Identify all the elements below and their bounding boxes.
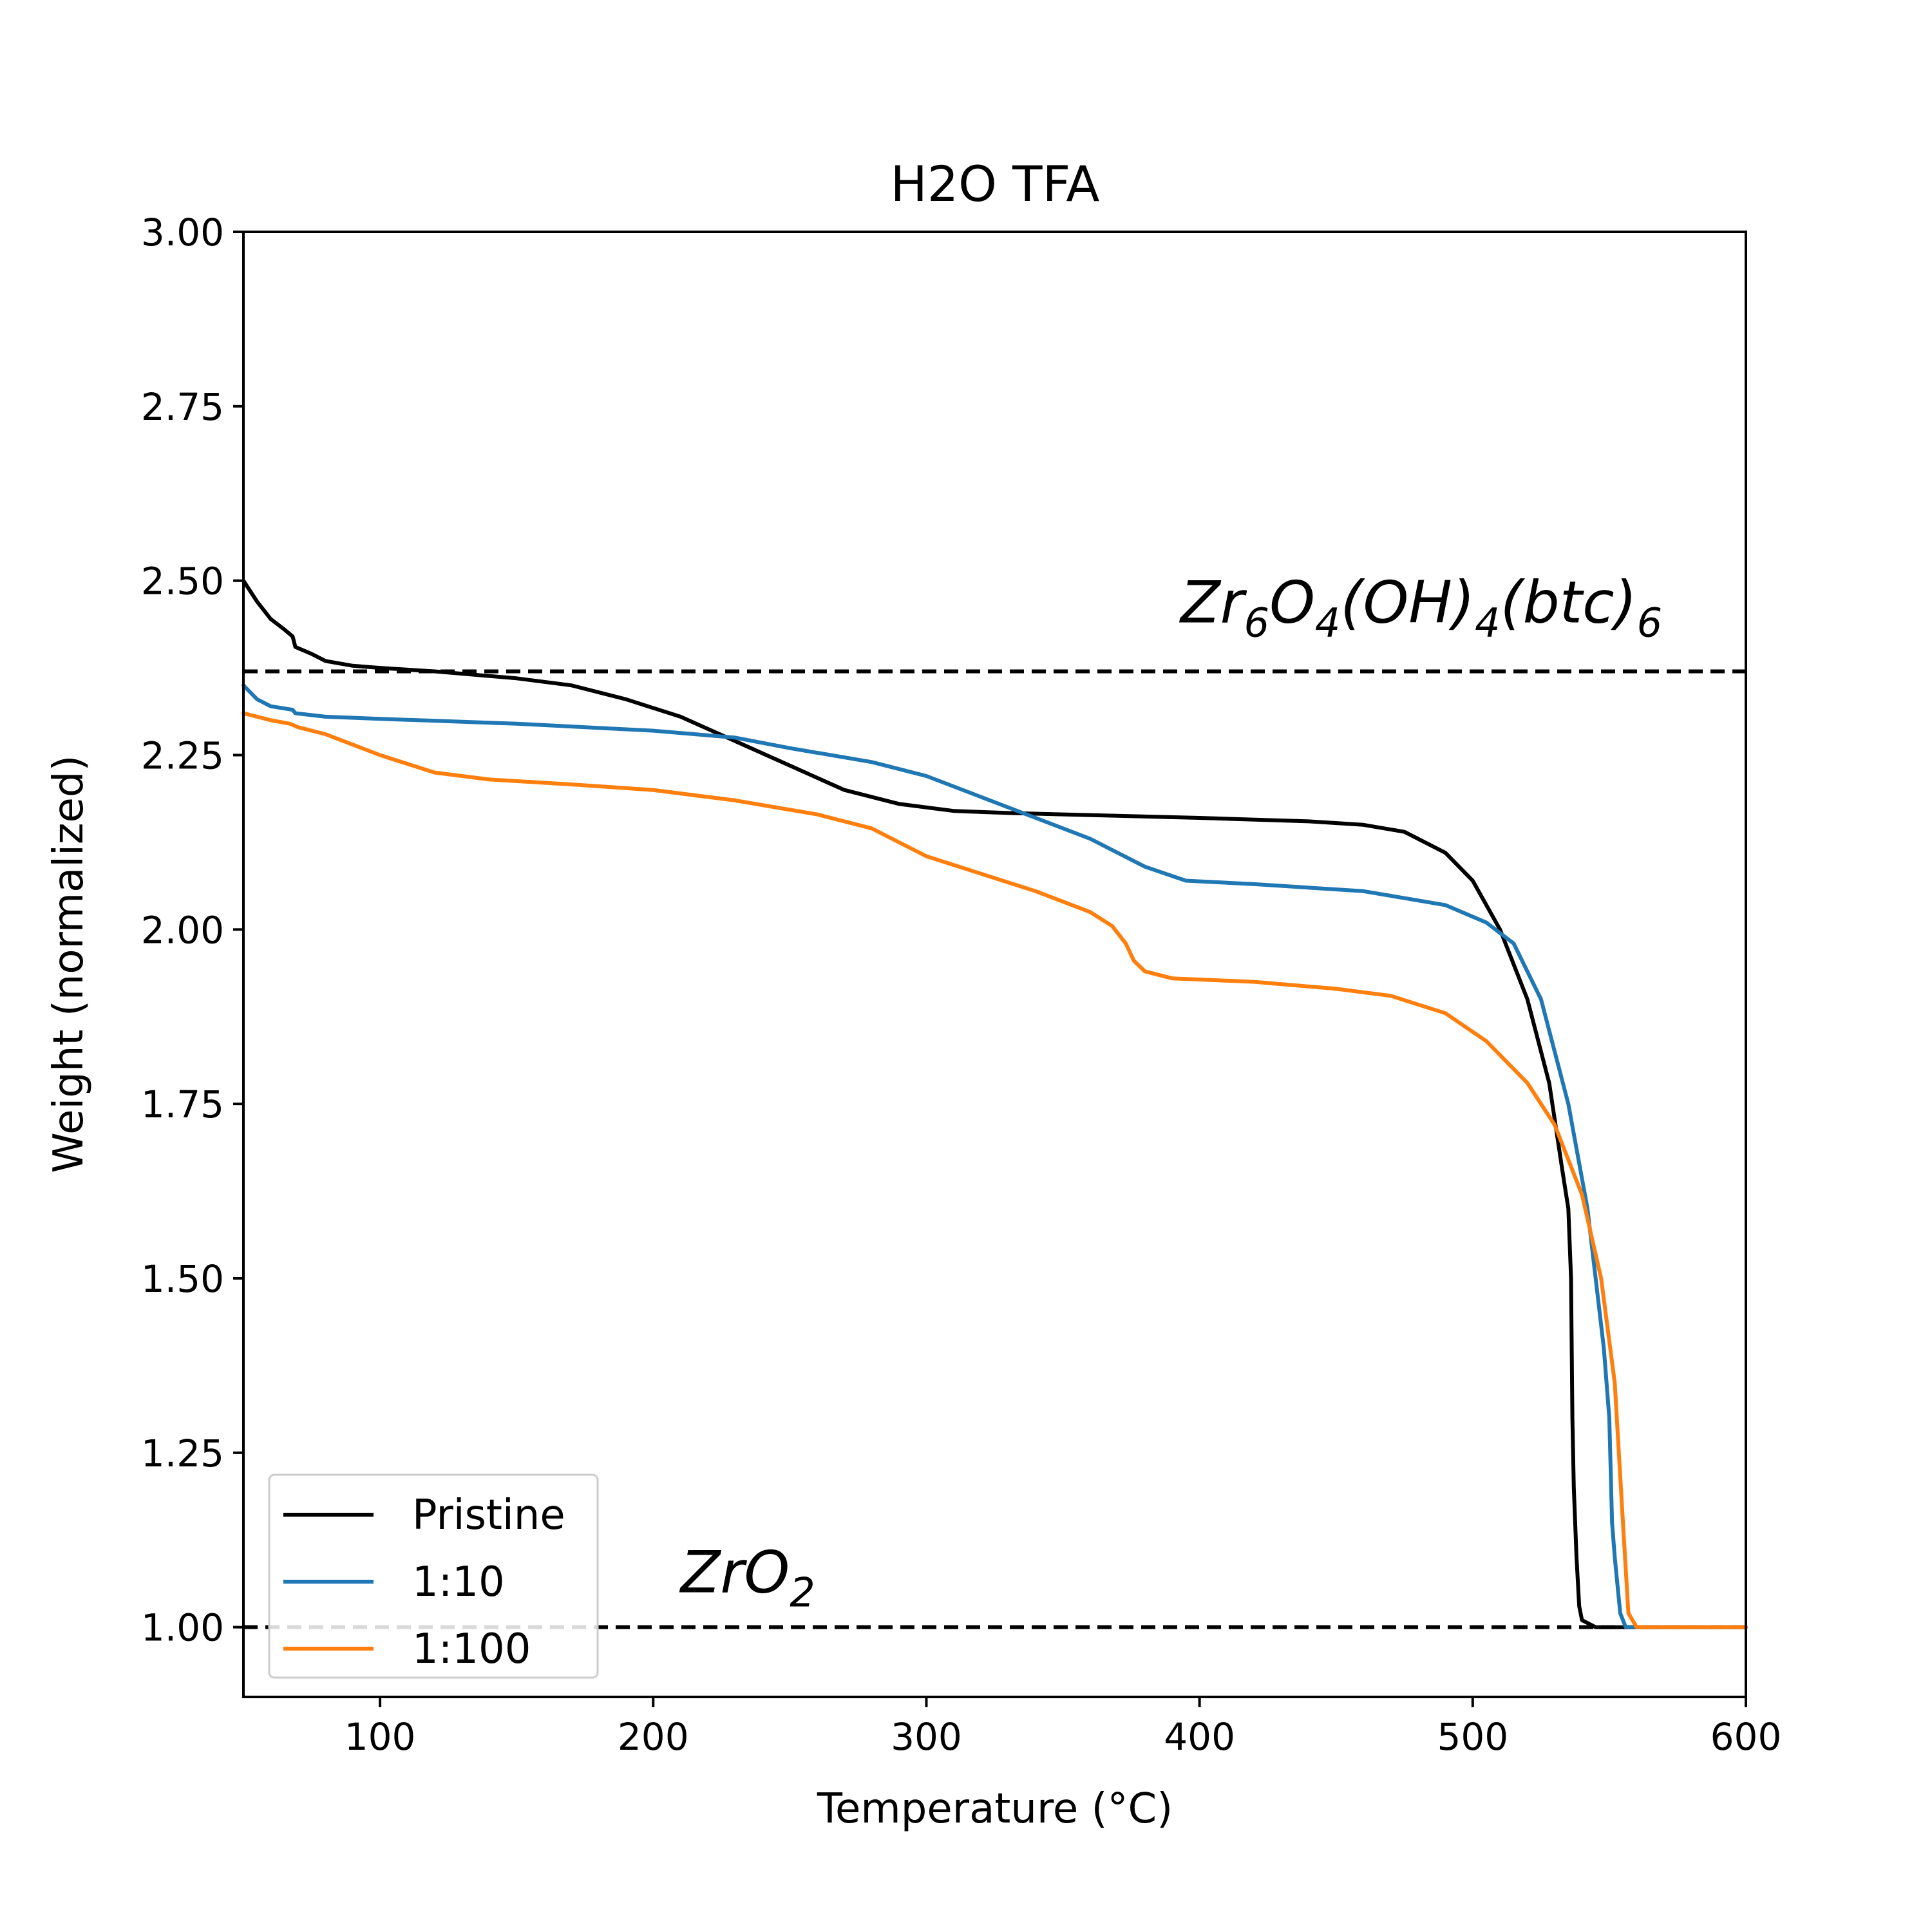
y-tick-label: 2.50 (141, 560, 224, 603)
x-axis: 100 200 300 400 500 600 (345, 1697, 1782, 1759)
series-line-1-100 (242, 711, 1748, 1629)
annotation-2: ZrO2 (679, 1539, 815, 1616)
x-tick-label: 200 (618, 1715, 689, 1759)
y-tick-label: 1.25 (141, 1432, 224, 1475)
y-axis-label: Weight (normalized) (45, 755, 93, 1173)
series-line-1-10 (242, 683, 1748, 1629)
y-tick-label: 2.00 (141, 908, 224, 952)
y-tick-label: 3.00 (141, 211, 224, 254)
x-axis-label: Temperature (°C) (817, 1785, 1173, 1833)
series-line-pristine (242, 578, 1748, 1629)
y-tick-label: 1.00 (141, 1606, 224, 1650)
y-tick-label: 1.50 (141, 1257, 224, 1301)
x-tick-label: 100 (345, 1715, 416, 1759)
plot-frame (242, 231, 1747, 1698)
annotations: Zr6O4(OH)4(btc)6 ZrO2 (679, 569, 1662, 1616)
legend-label: 1:100 (412, 1625, 531, 1673)
x-tick-label: 500 (1437, 1715, 1508, 1759)
y-tick-label: 2.75 (141, 385, 224, 429)
annotation-1: Zr6O4(OH)4(btc)6 (1179, 569, 1662, 647)
legend-label: 1:10 (412, 1558, 505, 1606)
y-tick-label: 2.25 (141, 734, 224, 778)
y-tick-label: 1.75 (141, 1083, 224, 1126)
x-tick-label: 300 (891, 1715, 962, 1759)
legend: Pristine 1:10 1:100 (268, 1473, 599, 1679)
x-tick-label: 600 (1710, 1715, 1782, 1759)
x-tick-label: 400 (1164, 1715, 1235, 1759)
y-axis: 1.00 1.25 1.50 1.75 2.00 2.25 2.50 2.75 3.00 (141, 211, 243, 1650)
legend-box (268, 1473, 599, 1679)
legend-label: Pristine (412, 1492, 565, 1539)
chart-title: H2O TFA (891, 155, 1100, 213)
series-lines (242, 578, 1748, 1629)
